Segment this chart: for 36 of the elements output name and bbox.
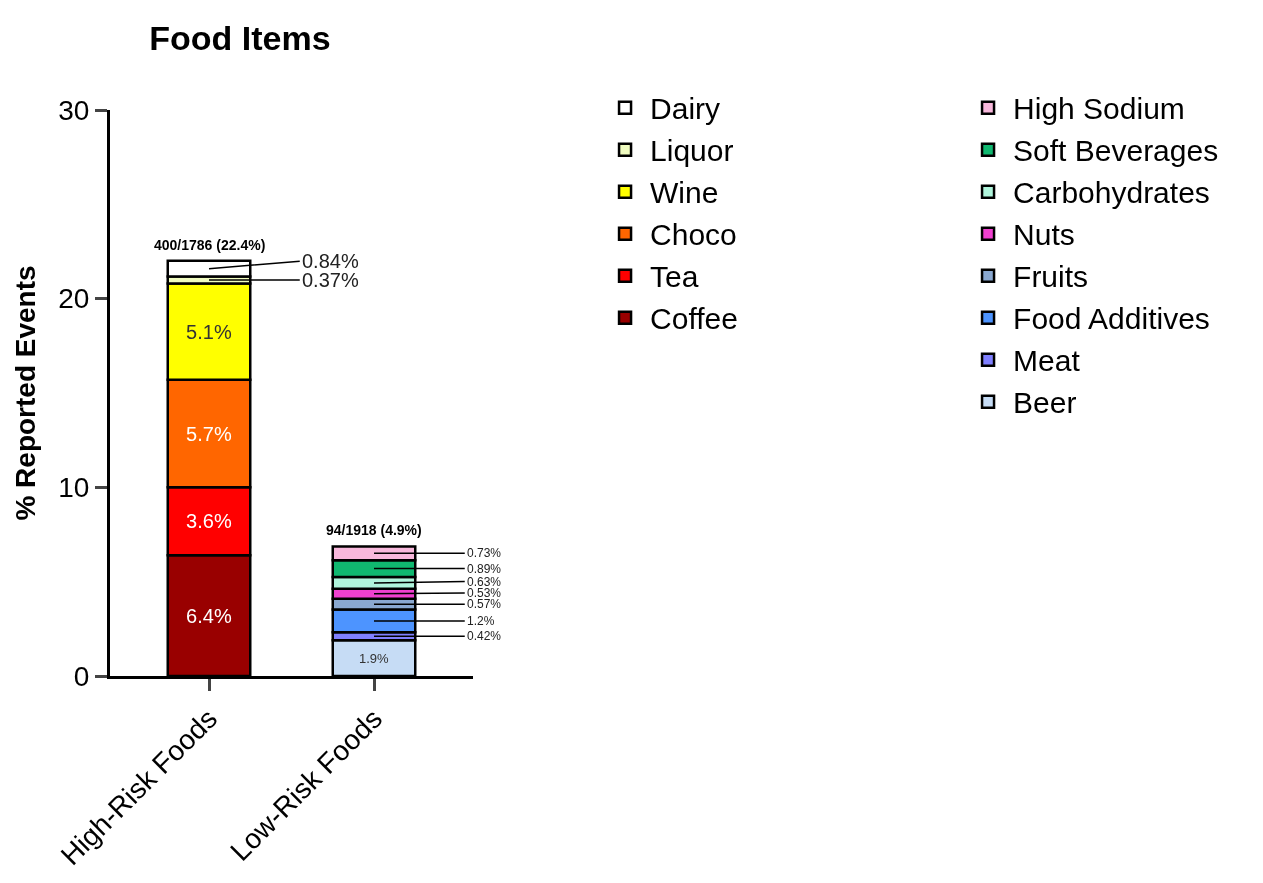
data-label: 6.4% xyxy=(186,604,232,627)
legend-label: Tea xyxy=(650,260,699,294)
y-axis-title: % Reported Events xyxy=(9,265,41,521)
legend-label: Meat xyxy=(1013,344,1081,378)
data-label: 0.37% xyxy=(302,269,359,291)
data-label: 0.53% xyxy=(467,586,502,600)
legend-label: Choco xyxy=(650,218,737,252)
y-tick-label: 20 xyxy=(58,283,90,315)
data-label: 5.1% xyxy=(186,320,232,343)
y-tick-label: 10 xyxy=(58,472,90,504)
data-label: 0.57% xyxy=(467,597,502,611)
legend-label: Coffee xyxy=(650,302,738,336)
legend-label: Beer xyxy=(1013,386,1077,420)
legend-label: Liquor xyxy=(650,134,734,168)
legend-label: Carbohydrates xyxy=(1013,176,1210,210)
legend-label: Fruits xyxy=(1013,260,1089,294)
legend-label: Nuts xyxy=(1013,218,1075,252)
data-label: 0.84% xyxy=(302,250,359,272)
y-tick-label: 30 xyxy=(58,94,90,126)
data-label: 0.73% xyxy=(467,546,502,560)
total-label: 400/1786 (22.4%) xyxy=(154,237,266,253)
data-label: 3.6% xyxy=(186,510,232,533)
legend-label: Dairy xyxy=(650,92,721,126)
data-label: 1.9% xyxy=(358,650,390,666)
legend-label: Food Additives xyxy=(1013,302,1210,336)
total-label: 94/1918 (4.9%) xyxy=(326,522,422,538)
legend-label: High Sodium xyxy=(1013,92,1185,126)
chart-title: Food Items xyxy=(149,19,331,58)
data-label: 0.42% xyxy=(467,629,502,643)
data-label: 0.89% xyxy=(467,562,502,576)
legend-label: Soft Beverages xyxy=(1013,134,1219,168)
data-label: 1.2% xyxy=(467,614,495,628)
data-label: 5.7% xyxy=(186,422,232,445)
data-label: 0.63% xyxy=(467,575,502,589)
y-tick-label: 0 xyxy=(73,660,90,692)
legend-label: Wine xyxy=(650,176,719,210)
